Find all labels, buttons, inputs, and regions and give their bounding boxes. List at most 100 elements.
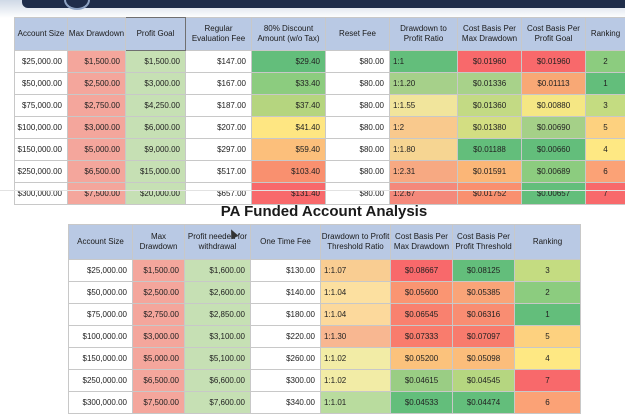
cell-profit-needed[interactable]: $1,600.00	[185, 260, 251, 282]
cell-account-size[interactable]: $150,000.00	[15, 139, 68, 161]
cell-cost-basis-goal[interactable]: $0.01113	[522, 73, 586, 95]
cell-cost-basis-threshold[interactable]: $0.04474	[453, 392, 515, 414]
cell-ratio[interactable]: 1:2	[390, 117, 458, 139]
cell-ranking[interactable]: 7	[586, 183, 625, 205]
cell-ranking[interactable]: 6	[515, 392, 581, 414]
cell-cost-basis-drawdown[interactable]: $0.01188	[458, 139, 522, 161]
cell-max-drawdown[interactable]: $2,750.00	[68, 95, 126, 117]
cell-account-size[interactable]: $50,000.00	[15, 73, 68, 95]
cell-profit-needed[interactable]: $2,600.00	[185, 282, 251, 304]
cell-max-drawdown[interactable]: $2,500.00	[133, 282, 185, 304]
cell-ranking[interactable]: 3	[515, 260, 581, 282]
header-cost-basis-threshold[interactable]: Cost Basis Per Profit Threshold	[453, 225, 515, 260]
cell-max-drawdown[interactable]: $1,500.00	[133, 260, 185, 282]
cell-ratio[interactable]: 1:1.01	[321, 392, 391, 414]
cell-account-size[interactable]: $250,000.00	[15, 161, 68, 183]
cell-cost-basis-threshold[interactable]: $0.05098	[453, 348, 515, 370]
header-reset-fee[interactable]: Reset Fee	[326, 18, 390, 51]
cell-profit-needed[interactable]: $5,100.00	[185, 348, 251, 370]
cell-cost-basis-drawdown[interactable]: $0.01336	[458, 73, 522, 95]
cell-ranking[interactable]: 7	[515, 370, 581, 392]
cell-one-time-fee[interactable]: $340.00	[251, 392, 321, 414]
cell-max-drawdown[interactable]: $3,000.00	[68, 117, 126, 139]
cell-reset-fee[interactable]: $80.00	[326, 161, 390, 183]
cell-profit-goal[interactable]: $15,000.00	[126, 161, 186, 183]
header-discount-amount[interactable]: 80% Discount Amount (w/o Tax)	[252, 18, 326, 51]
cell-profit-goal[interactable]: $3,000.00	[126, 73, 186, 95]
cell-discount-amount[interactable]: $59.40	[252, 139, 326, 161]
cell-discount-amount[interactable]: $29.40	[252, 51, 326, 73]
cell-max-drawdown[interactable]: $7,500.00	[133, 392, 185, 414]
cell-cost-basis-drawdown[interactable]: $0.07333	[391, 326, 453, 348]
cell-one-time-fee[interactable]: $260.00	[251, 348, 321, 370]
cell-cost-basis-drawdown[interactable]: $0.01380	[458, 117, 522, 139]
cell-ranking[interactable]: 2	[586, 51, 625, 73]
cell-cost-basis-goal[interactable]: $0.00690	[522, 117, 586, 139]
cell-account-size[interactable]: $50,000.00	[69, 282, 133, 304]
cell-ranking[interactable]: 5	[515, 326, 581, 348]
cell-max-drawdown[interactable]: $2,750.00	[133, 304, 185, 326]
cell-account-size[interactable]: $25,000.00	[69, 260, 133, 282]
cell-one-time-fee[interactable]: $180.00	[251, 304, 321, 326]
cell-profit-needed[interactable]: $6,600.00	[185, 370, 251, 392]
cell-ratio[interactable]: 1:1.80	[390, 139, 458, 161]
header-cost-basis-drawdown[interactable]: Cost Basis Per Max Drawdown	[391, 225, 453, 260]
cell-ratio[interactable]: 1:2.31	[390, 161, 458, 183]
header-one-time-fee[interactable]: One Time Fee	[251, 225, 321, 260]
header-account-size[interactable]: Account Size	[69, 225, 133, 260]
cell-cost-basis-goal[interactable]: $0.00689	[522, 161, 586, 183]
cell-ratio[interactable]: 1:1.20	[390, 73, 458, 95]
cell-account-size[interactable]: $150,000.00	[69, 348, 133, 370]
cell-discount-amount[interactable]: $103.40	[252, 161, 326, 183]
cell-cost-basis-goal[interactable]: $0.01960	[522, 51, 586, 73]
cell-cost-basis-goal[interactable]: $0.00660	[522, 139, 586, 161]
cell-reset-fee[interactable]: $80.00	[326, 139, 390, 161]
cell-cost-basis-drawdown[interactable]: $0.08667	[391, 260, 453, 282]
cell-account-size[interactable]: $300,000.00	[69, 392, 133, 414]
cell-reset-fee[interactable]: $80.00	[326, 117, 390, 139]
header-profit-needed[interactable]: Profit needed for withdrawal	[185, 225, 251, 260]
cell-cost-basis-drawdown[interactable]: $0.05600	[391, 282, 453, 304]
cell-evaluation-fee[interactable]: $187.00	[186, 95, 252, 117]
cell-ratio[interactable]: 1:1	[390, 51, 458, 73]
cell-ranking[interactable]: 1	[586, 73, 625, 95]
cell-cost-basis-threshold[interactable]: $0.06316	[453, 304, 515, 326]
header-account-size[interactable]: Account Size	[15, 18, 68, 51]
cell-cost-basis-threshold[interactable]: $0.04545	[453, 370, 515, 392]
cell-profit-needed[interactable]: $3,100.00	[185, 326, 251, 348]
cell-evaluation-fee[interactable]: $517.00	[186, 161, 252, 183]
cell-account-size[interactable]: $75,000.00	[15, 95, 68, 117]
cell-one-time-fee[interactable]: $220.00	[251, 326, 321, 348]
cell-cost-basis-drawdown[interactable]: $0.06545	[391, 304, 453, 326]
cell-max-drawdown[interactable]: $2,500.00	[68, 73, 126, 95]
cell-discount-amount[interactable]: $33.40	[252, 73, 326, 95]
cell-account-size[interactable]: $75,000.00	[69, 304, 133, 326]
header-cost-basis-profit-goal[interactable]: Cost Basis Per Profit Goal	[522, 18, 586, 51]
cell-cost-basis-drawdown[interactable]: $0.01591	[458, 161, 522, 183]
header-regular-evaluation-fee[interactable]: Regular Evaluation Fee	[186, 18, 252, 51]
cell-ratio[interactable]: 1:1.02	[321, 370, 391, 392]
cell-discount-amount[interactable]: $41.40	[252, 117, 326, 139]
cell-account-size[interactable]: $300,000.00	[15, 183, 68, 205]
cell-cost-basis-threshold[interactable]: $0.08125	[453, 260, 515, 282]
cell-max-drawdown[interactable]: $6,500.00	[68, 161, 126, 183]
cell-cost-basis-drawdown[interactable]: $0.04615	[391, 370, 453, 392]
cell-cost-basis-drawdown[interactable]: $0.04533	[391, 392, 453, 414]
cell-discount-amount[interactable]: $37.40	[252, 95, 326, 117]
cell-max-drawdown[interactable]: $1,500.00	[68, 51, 126, 73]
cell-ranking[interactable]: 2	[515, 282, 581, 304]
cell-max-drawdown[interactable]: $3,000.00	[133, 326, 185, 348]
cell-one-time-fee[interactable]: $300.00	[251, 370, 321, 392]
cell-ratio[interactable]: 1:1.02	[321, 348, 391, 370]
cell-max-drawdown[interactable]: $6,500.00	[133, 370, 185, 392]
cell-evaluation-fee[interactable]: $207.00	[186, 117, 252, 139]
cell-cost-basis-threshold[interactable]: $0.07097	[453, 326, 515, 348]
cell-ranking[interactable]: 5	[586, 117, 625, 139]
cell-cost-basis-drawdown[interactable]: $0.05200	[391, 348, 453, 370]
cell-ratio[interactable]: 1:1.07	[321, 260, 391, 282]
cell-cost-basis-goal[interactable]: $0.00880	[522, 95, 586, 117]
cell-reset-fee[interactable]: $80.00	[326, 51, 390, 73]
cell-profit-goal[interactable]: $4,250.00	[126, 95, 186, 117]
cell-ranking[interactable]: 6	[586, 161, 625, 183]
cell-one-time-fee[interactable]: $140.00	[251, 282, 321, 304]
